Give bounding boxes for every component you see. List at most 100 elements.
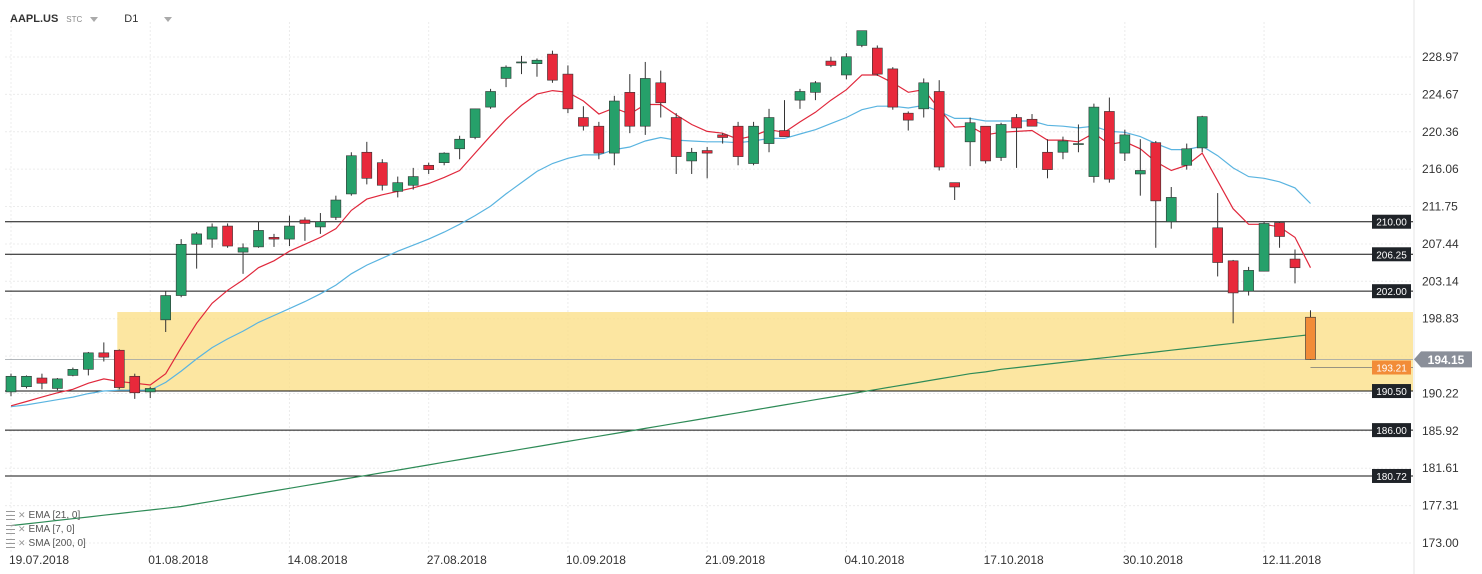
timeframe-label[interactable]: D1 — [124, 13, 139, 25]
candle-body — [175, 243, 187, 296]
candle — [841, 53, 852, 80]
sma-value-tag-bg — [1372, 360, 1411, 375]
level-tag-label: 206.25 — [1376, 250, 1407, 261]
candle — [485, 88, 496, 109]
candle-body — [454, 138, 465, 150]
candle — [284, 215, 295, 247]
level-tag: 180.72 — [1372, 468, 1411, 483]
indicator-sma200[interactable]: ✕ SMA [200, 0] — [6, 536, 86, 550]
x-tick-label: 01.08.2018 — [148, 553, 208, 567]
candle-body — [1104, 111, 1115, 180]
candle — [268, 233, 280, 247]
candle — [639, 61, 651, 135]
candle-body — [1165, 197, 1177, 223]
candle-body — [872, 47, 883, 75]
candle-body — [1088, 106, 1100, 177]
candle-body — [500, 66, 512, 79]
candle — [144, 386, 156, 398]
candle — [593, 121, 605, 160]
indicator-ema7[interactable]: ✕ EMA [7, 0] — [6, 522, 86, 536]
candle-body — [995, 124, 1007, 158]
moving-averages — [10, 74, 1312, 527]
candle — [1289, 249, 1301, 284]
symbol-label[interactable]: AAPL.US — [10, 13, 59, 25]
close-icon[interactable]: ✕ — [18, 537, 26, 548]
y-tick-label: 185.92 — [1422, 424, 1459, 438]
level-tag-bg — [1372, 284, 1411, 299]
candle-body — [67, 369, 79, 376]
settings-lines-icon[interactable] — [6, 538, 15, 548]
candle — [1150, 140, 1162, 248]
candle — [206, 223, 218, 248]
y-tick-label: 203.14 — [1422, 274, 1459, 288]
y-tick-label: 216.06 — [1422, 162, 1459, 176]
level-tag-bg — [1372, 468, 1411, 483]
x-tick-label: 14.08.2018 — [287, 553, 347, 567]
candle — [1165, 186, 1177, 229]
candle — [794, 88, 806, 109]
settings-lines-icon[interactable] — [6, 524, 15, 534]
y-tick-label: 207.44 — [1422, 237, 1459, 251]
candle-body — [748, 125, 759, 164]
candle-body — [1274, 222, 1285, 237]
symbol-dropdown-icon[interactable] — [90, 16, 99, 22]
candle-body — [918, 82, 930, 110]
candle-body — [346, 155, 357, 195]
indicator-ema21[interactable]: ✕ EMA [21, 0] — [6, 508, 86, 522]
x-tick-label: 30.10.2018 — [1123, 553, 1183, 567]
level-tag-bg — [1372, 247, 1411, 262]
y-tick-label: 190.22 — [1422, 386, 1459, 400]
candle-body — [407, 176, 419, 186]
settings-lines-icon[interactable] — [6, 510, 15, 520]
candle — [1181, 143, 1193, 170]
price-axis[interactable]: 228.97 224.67 220.36 216.06 211.75 207.44 203.… — [1413, 0, 1459, 574]
y-tick-label: 224.67 — [1422, 87, 1459, 101]
candle — [810, 81, 821, 101]
candle-body — [887, 68, 899, 108]
candle — [1088, 103, 1100, 183]
candle-body — [593, 125, 605, 154]
candle — [964, 117, 976, 167]
candle — [438, 152, 450, 166]
candle — [748, 121, 759, 166]
candle — [717, 133, 728, 144]
candle-body — [1196, 116, 1208, 149]
candle — [407, 167, 419, 190]
candle-body — [1243, 270, 1254, 292]
candle-body — [21, 375, 32, 388]
level-tag-label: 202.00 — [1376, 287, 1407, 298]
candle-body — [144, 388, 156, 393]
candle — [1212, 193, 1223, 277]
candle — [1274, 221, 1285, 248]
candle — [609, 95, 620, 166]
candle-body — [794, 91, 806, 101]
candle — [1042, 139, 1053, 179]
candle — [887, 67, 899, 110]
candle — [1258, 221, 1270, 272]
candle — [562, 65, 574, 114]
candle-body — [562, 73, 574, 110]
sma-200-line — [10, 334, 1311, 527]
x-tick-label: 12.11.2018 — [1262, 553, 1321, 567]
candle — [469, 108, 481, 140]
candle-body — [964, 122, 976, 143]
candle — [1011, 114, 1022, 168]
x-tick-label: 21.09.2018 — [705, 553, 765, 567]
candle — [1057, 136, 1069, 160]
y-tick-label: 198.83 — [1422, 312, 1459, 326]
candle — [980, 125, 991, 164]
candle — [918, 78, 930, 118]
candle — [1073, 124, 1084, 153]
time-axis[interactable]: 19.07.2018 01.08.2018 14.08.2018 27.08.2018… — [9, 553, 1322, 567]
candle-body — [531, 59, 543, 64]
timeframe-dropdown-icon[interactable] — [164, 16, 173, 22]
candle-body — [1011, 117, 1022, 129]
current-price-tag-label: 194.15 — [1428, 353, 1465, 367]
candle — [949, 182, 960, 201]
candle-body — [376, 162, 388, 186]
close-icon[interactable]: ✕ — [18, 509, 26, 520]
close-icon[interactable]: ✕ — [18, 523, 26, 534]
sma-value-tag: 193.21 — [1372, 360, 1411, 375]
candle — [454, 135, 465, 160]
